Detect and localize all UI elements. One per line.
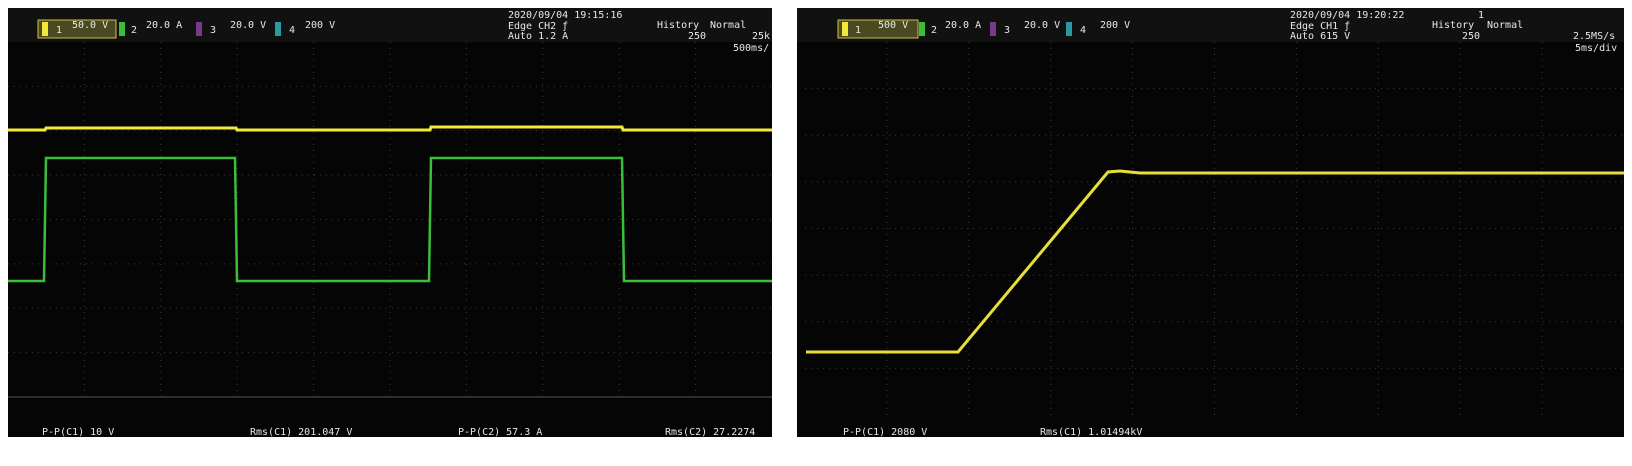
channel-marker	[990, 22, 996, 36]
trace-ch2	[8, 156, 772, 283]
header-bar	[8, 8, 772, 42]
channel-scale: 20.0 V	[230, 20, 266, 31]
measurement: P-P(C1) 10 V	[42, 427, 114, 438]
channel-marker	[1066, 22, 1072, 36]
channel-scale: 200 V	[305, 20, 335, 31]
channel-number[interactable]: 3	[1004, 25, 1010, 36]
channel-marker	[275, 22, 281, 36]
channel-marker	[119, 22, 125, 36]
screen	[797, 8, 1624, 437]
channel-marker	[196, 22, 202, 36]
channel-scale: 50.0 V	[72, 20, 108, 31]
channel-scale: 500 V	[878, 20, 908, 31]
sample-rate: 2.5MS/s	[1573, 31, 1615, 42]
measurement: P-P(C2) 57.3 A	[458, 427, 542, 438]
history: History	[657, 20, 699, 31]
scope-left: 1 50.0 V 2 20.0 A 3 20.0 V 4 200 V 2020/…	[8, 8, 772, 438]
history-count: 250	[1462, 31, 1480, 42]
measurement: Rms(C1) 201.047 V	[250, 427, 352, 438]
timebase: 5ms/div	[1575, 43, 1617, 54]
channel-scale: 200 V	[1100, 20, 1130, 31]
channel-marker	[919, 22, 925, 36]
grid	[805, 42, 1624, 415]
channel-scale: 20.0 A	[146, 20, 182, 31]
trace-ch1	[806, 169, 1624, 354]
channel-number[interactable]: 2	[931, 25, 937, 36]
timestamp: 2020/09/04 19:20:22	[1290, 10, 1404, 21]
channel-box[interactable]	[837, 19, 919, 39]
channel-scale: 20.0 V	[1024, 20, 1060, 31]
channel-number[interactable]: 4	[289, 25, 295, 36]
scope-right: 1 500 V 2 20.0 A 3 20.0 V 4 200 V 2020/0…	[797, 8, 1624, 438]
history: History	[1432, 20, 1474, 31]
trigger: Edge CH1 ƒ	[1290, 21, 1350, 32]
trigger: Edge CH2 ƒ	[508, 21, 568, 32]
trigger-level: Auto 615 V	[1290, 31, 1350, 42]
timestamp: 2020/09/04 19:15:16	[508, 10, 622, 21]
header-bar	[797, 8, 1624, 42]
channel-marker	[42, 22, 48, 36]
trigger-level: Auto 1.2 A	[508, 31, 568, 42]
history-count: 250	[688, 31, 706, 42]
channel-number: 1	[56, 25, 62, 36]
acquisition: 1	[1478, 10, 1484, 21]
measurement: Rms(C1) 1.01494kV	[1040, 427, 1142, 438]
channel-number[interactable]: 3	[210, 25, 216, 36]
trace-ch1	[8, 125, 772, 132]
channel-number: 1	[855, 25, 861, 36]
timebase: 500ms/	[733, 43, 769, 54]
channel-number[interactable]: 2	[131, 25, 137, 36]
mode: Normal	[1487, 20, 1523, 31]
measurement: Rms(C2) 27.2274	[665, 427, 755, 438]
channel-box[interactable]	[37, 19, 117, 39]
channel-scale: 20.0 A	[945, 20, 981, 31]
channel-number[interactable]: 4	[1080, 25, 1086, 36]
mode: Normal	[710, 20, 746, 31]
sample-rate: 25k	[752, 31, 770, 42]
measurement: P-P(C1) 2080 V	[843, 427, 927, 438]
channel-marker	[842, 22, 848, 36]
